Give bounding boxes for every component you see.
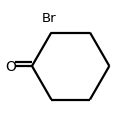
Text: Br: Br [41,11,56,24]
Text: O: O [5,59,16,73]
